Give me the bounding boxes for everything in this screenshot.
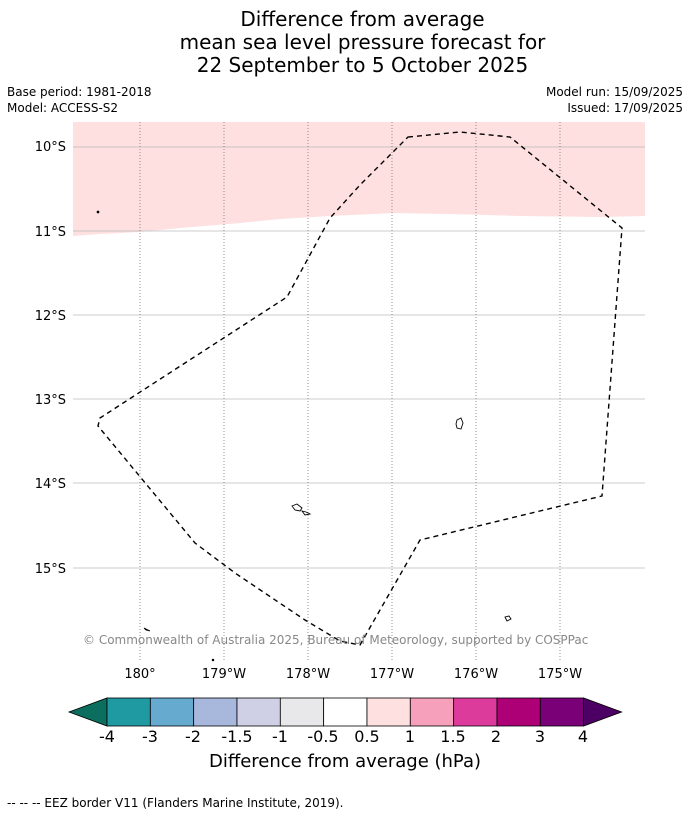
- base-period: Base period: 1981-2018: [7, 85, 152, 99]
- colorbar-swatch: [453, 697, 498, 727]
- colorbar-tick-labels: -4 -3 -2 -1.5 -1 -0.5 0.5 1 1.5 2 3 4: [0, 727, 690, 747]
- title-line-1: Difference from average: [240, 7, 485, 31]
- colorbar-swatch: [409, 697, 455, 727]
- colorbar-extend-low: [67, 697, 108, 727]
- title-line-2: mean sea level pressure forecast for: [179, 30, 546, 54]
- islands: [96, 210, 512, 662]
- island-south: [504, 615, 512, 622]
- latitude-labels: 10°S 11°S 12°S 13°S 14°S 15°S: [35, 140, 66, 577]
- lat-label: 15°S: [35, 562, 66, 577]
- issued-date: Issued: 17/09/2025: [567, 101, 683, 115]
- island-dot: [96, 210, 100, 214]
- eez-border: [97, 131, 623, 646]
- chart-title: Difference from average mean sea level p…: [0, 8, 690, 77]
- colorbar-tick: -1: [272, 727, 288, 746]
- colorbar-tick: 2: [490, 727, 502, 746]
- colorbar-tick: 1.5: [440, 727, 466, 746]
- island-speck: [211, 658, 215, 662]
- lon-label: 175°W: [538, 667, 582, 682]
- title-line-3: 22 September to 5 October 2025: [196, 53, 529, 77]
- island-west: [143, 627, 151, 632]
- model-run: Model run: 15/09/2025: [545, 85, 683, 99]
- anomaly-shading: [73, 122, 645, 236]
- island-group: [291, 503, 312, 516]
- lat-label: 14°S: [35, 477, 66, 492]
- colorbar-tick: -3: [142, 727, 158, 746]
- colorbar-tick: -2: [185, 727, 201, 746]
- lon-label: 176°W: [454, 667, 498, 682]
- lon-label: 177°W: [370, 667, 414, 682]
- meta-left: Base period: 1981-2018 Model: ACCESS-S2: [7, 84, 152, 116]
- copyright-notice: © Commonwealth of Australia 2025, Bureau…: [83, 633, 589, 647]
- meta-right: Model run: 15/09/2025 Issued: 17/09/2025: [546, 84, 683, 116]
- colorbar-tick: 3: [534, 727, 546, 746]
- map-area: [73, 122, 645, 662]
- lon-label: 179°W: [202, 667, 246, 682]
- colorbar-swatch: [496, 697, 541, 727]
- island-rotuma: [455, 417, 464, 430]
- eez-legend: -- -- -- EEZ border V11 (Flanders Marine…: [7, 796, 344, 810]
- colorbar-extend-high: [583, 697, 623, 727]
- colorbar-swatch: [539, 697, 585, 727]
- lon-label: 180°: [124, 667, 155, 682]
- latitude-gridlines: [73, 146, 645, 569]
- longitude-labels: 180° 179°W 178°W 177°W 176°W 175°W: [124, 667, 582, 682]
- colorbar-tick: -0.5: [307, 727, 339, 746]
- colorbar-swatch: [323, 697, 368, 727]
- colorbar-tick: 1: [404, 727, 416, 746]
- lat-label: 11°S: [35, 225, 66, 240]
- colorbar-tick: -4: [99, 727, 115, 746]
- lat-label: 13°S: [35, 393, 66, 408]
- lat-label: 10°S: [35, 140, 66, 155]
- colorbar: [67, 697, 623, 727]
- lat-label: 12°S: [35, 309, 66, 324]
- colorbar-swatch: [236, 697, 281, 727]
- colorbar-swatch: [149, 697, 195, 727]
- model-name: Model: ACCESS-S2: [7, 101, 119, 115]
- colorbar-tick: -1.5: [221, 727, 253, 746]
- colorbar-tick: 4: [577, 727, 589, 746]
- colorbar-label: Difference from average (hPa): [208, 751, 482, 772]
- colorbar-tick: 0.5: [354, 727, 380, 746]
- colorbar-swatch: [106, 697, 151, 727]
- colorbar-swatch: [193, 697, 238, 727]
- lon-label: 178°W: [286, 667, 330, 682]
- colorbar-swatch: [279, 697, 325, 727]
- colorbar-swatch: [366, 697, 411, 727]
